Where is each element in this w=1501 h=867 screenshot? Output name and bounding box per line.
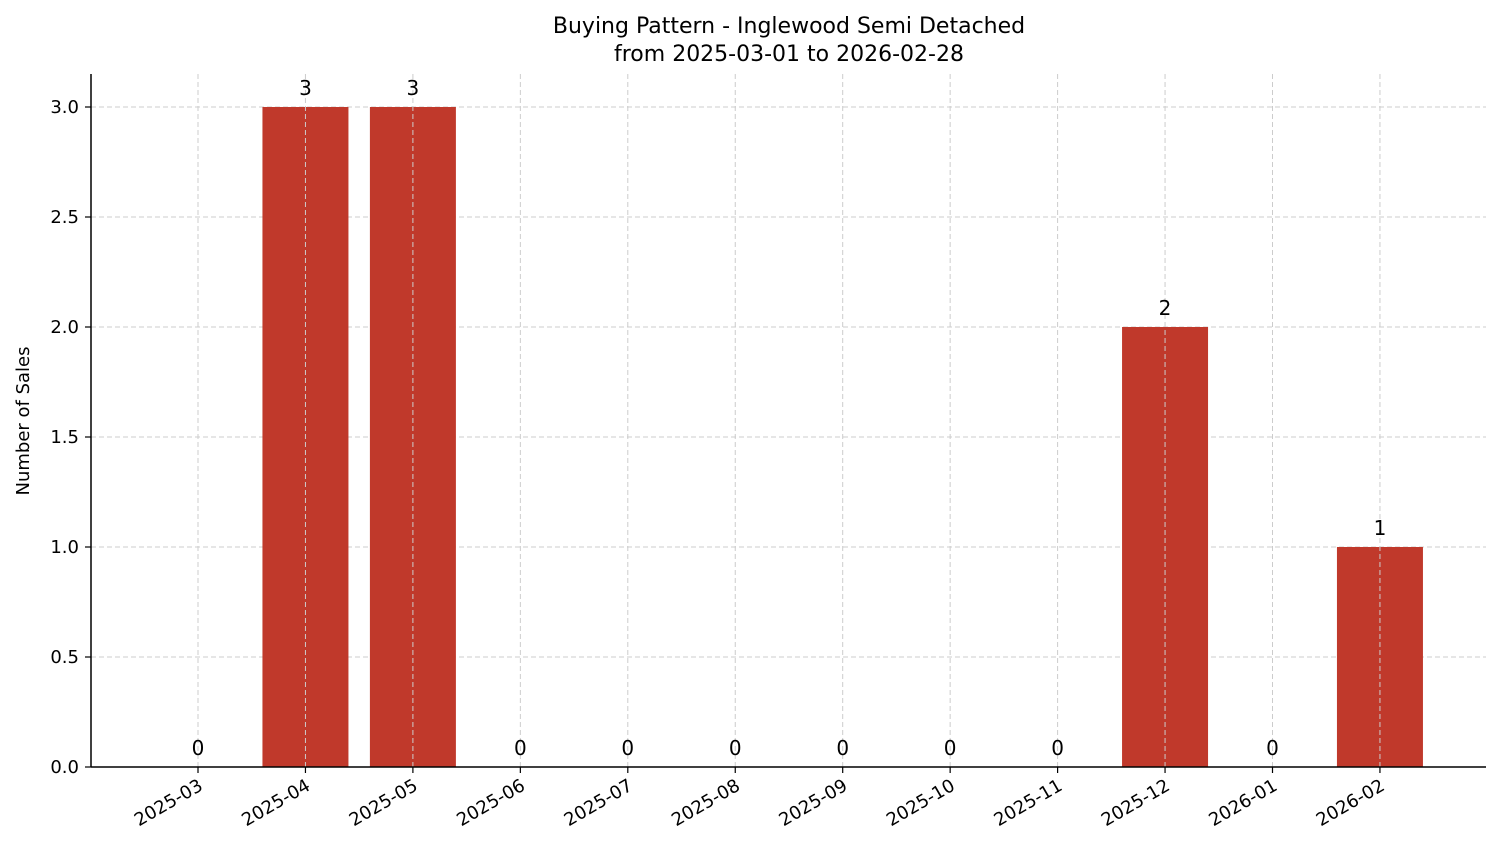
bar-layer xyxy=(197,74,1423,767)
bar-value-label: 2 xyxy=(1159,296,1172,320)
x-tick-label: 2025-06 xyxy=(453,775,529,831)
bar-value-label: 0 xyxy=(729,736,742,760)
x-tick-label: 2025-08 xyxy=(668,775,744,831)
bar-value-label: 0 xyxy=(944,736,957,760)
y-tick-label: 3.0 xyxy=(50,97,79,118)
bar-value-label: 0 xyxy=(192,736,205,760)
bar-value-label: 0 xyxy=(1266,736,1279,760)
bar-value-label: 1 xyxy=(1374,516,1387,540)
y-tick-label: 0.5 xyxy=(50,647,79,668)
x-tick-label: 2025-07 xyxy=(561,775,637,831)
x-tick-label: 2025-12 xyxy=(1098,775,1174,831)
data-label-layer: 0 3 3 0 0 0 0 0 0 2 0 1 xyxy=(192,76,1387,760)
y-tick-layer: 0.0 0.5 1.0 1.5 2.0 2.5 3.0 xyxy=(50,97,91,778)
y-tick-label: 2.0 xyxy=(50,317,79,338)
x-tick-layer: 2025-03 2025-04 2025-05 2025-06 2025-07 2025-… xyxy=(131,767,1389,831)
bar-value-label: 0 xyxy=(514,736,527,760)
bar-value-label: 0 xyxy=(1051,736,1064,760)
x-tick-label: 2025-10 xyxy=(883,775,959,831)
y-axis-label: Number of Sales xyxy=(13,346,34,495)
y-tick-label: 1.5 xyxy=(50,427,79,448)
x-tick-label: 2025-05 xyxy=(346,775,422,831)
x-tick-label: 2025-11 xyxy=(990,775,1066,831)
chart-title: Buying Pattern - Inglewood Semi Detached xyxy=(553,14,1025,39)
bar-value-label: 3 xyxy=(407,76,420,100)
axis-layer xyxy=(90,74,1486,768)
y-tick-label: 0.0 xyxy=(50,757,79,778)
chart-subtitle: from 2025-03-01 to 2026-02-28 xyxy=(614,42,964,67)
bar-value-label: 0 xyxy=(836,736,849,760)
bar-value-label: 3 xyxy=(299,76,312,100)
bar-value-label: 0 xyxy=(621,736,634,760)
x-tick-label: 2025-09 xyxy=(776,775,852,831)
x-tick-label: 2026-01 xyxy=(1205,775,1281,831)
x-tick-label: 2025-03 xyxy=(131,775,207,831)
y-tick-label: 1.0 xyxy=(50,537,79,558)
y-tick-label: 2.5 xyxy=(50,207,79,228)
x-tick-label: 2025-04 xyxy=(238,775,314,831)
x-tick-label: 2026-02 xyxy=(1313,775,1389,831)
